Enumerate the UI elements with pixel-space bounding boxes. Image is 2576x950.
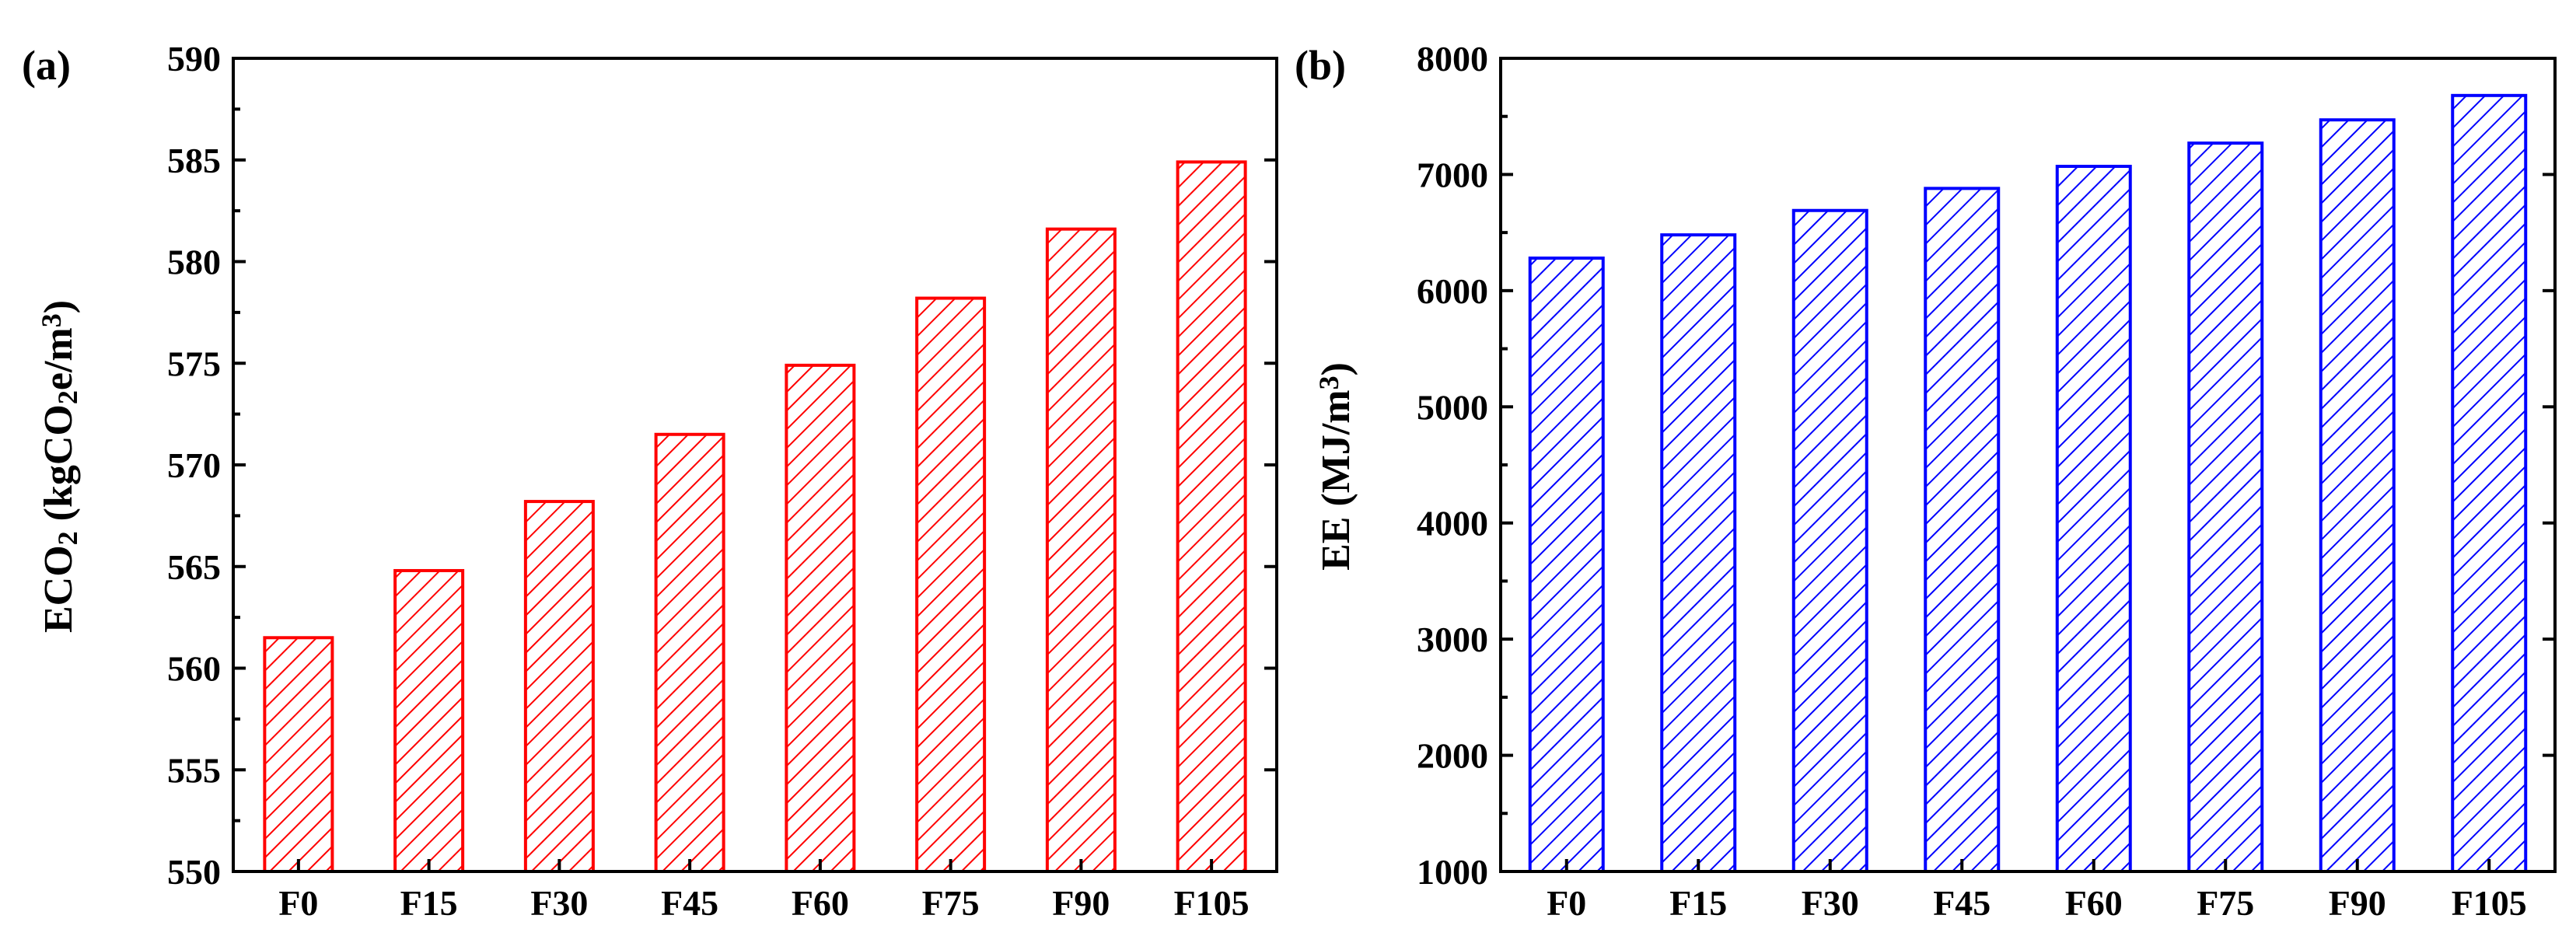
y-axis-title-part: e/m xyxy=(37,327,81,390)
y-tick-label: 550 xyxy=(167,852,221,892)
x-tick-label-f105: F105 xyxy=(1174,883,1250,923)
y-tick-label: 5000 xyxy=(1417,387,1488,427)
y-axis-title-part: 2 xyxy=(52,531,83,545)
y-tick-label: 2000 xyxy=(1417,736,1488,776)
panel-label-b: (b) xyxy=(1295,42,1346,89)
y-axis-title-ee: EE (MJ/m3) xyxy=(1313,362,1358,571)
y-axis-title-part: ) xyxy=(37,300,81,313)
y-axis-title-part: 3 xyxy=(1313,375,1344,389)
panel-a-eco2-chart: (a) ECO2 (kgCO2e/m3) 5505555605655705755… xyxy=(22,39,1278,923)
x-tick-label-f0: F0 xyxy=(1547,883,1586,923)
y-tick-label: 580 xyxy=(167,243,221,282)
bar-f60 xyxy=(785,363,856,873)
y-tick-label: 570 xyxy=(167,445,221,485)
y-axis-title-part: (kgCO xyxy=(37,404,81,531)
bar-f30 xyxy=(523,500,595,873)
bar-f0 xyxy=(1528,257,1605,873)
bar-f15 xyxy=(1660,233,1737,874)
y-tick-label: 575 xyxy=(167,344,221,383)
y-tick-label: 1000 xyxy=(1417,852,1488,892)
x-tick-label-f90: F90 xyxy=(1052,883,1110,923)
x-tick-label-f15: F15 xyxy=(400,883,458,923)
y-axis-title-part: ECO xyxy=(37,545,81,633)
bar-f15 xyxy=(393,568,465,873)
y-axis-title-part: ) xyxy=(1314,362,1358,375)
bars-layer xyxy=(1528,93,2528,874)
bar-f45 xyxy=(1924,187,2001,874)
bar-f30 xyxy=(1791,208,1868,874)
y-tick-label: 555 xyxy=(167,750,221,790)
y-axis-title-part: 2 xyxy=(52,390,83,404)
bar-f45 xyxy=(654,432,725,873)
bar-f105 xyxy=(2451,93,2528,874)
y-tick-label: 590 xyxy=(167,39,221,79)
x-tick-label-f75: F75 xyxy=(2197,883,2254,923)
bars-layer xyxy=(263,160,1247,874)
bar-f90 xyxy=(2319,118,2396,873)
bar-f0 xyxy=(263,636,334,874)
y-axis-title-eco2: ECO2 (kgCO2e/m3) xyxy=(36,300,84,633)
panel-label-a: (a) xyxy=(22,42,71,89)
bar-f75 xyxy=(2187,141,2264,873)
x-tick-label-f60: F60 xyxy=(2065,883,2123,923)
plot-frame-a xyxy=(232,57,1278,873)
y-tick-label: 7000 xyxy=(1417,155,1488,194)
x-tick-label-f0: F0 xyxy=(278,883,318,923)
y-tick-label: 560 xyxy=(167,649,221,689)
x-tick-label-f60: F60 xyxy=(792,883,849,923)
y-tick-label: 3000 xyxy=(1417,620,1488,659)
x-tick-label-f45: F45 xyxy=(1933,883,1991,923)
y-tick-label: 4000 xyxy=(1417,504,1488,543)
panel-b-ee-chart: (b) EE (MJ/m3) 1000 2000 3000 4000 5000 6000 7… xyxy=(1295,39,2557,923)
bar-f75 xyxy=(915,296,987,873)
x-tick-label-f105: F105 xyxy=(2452,883,2527,923)
y-tick-label: 6000 xyxy=(1417,271,1488,311)
x-axis: F0 F15 F30 F45 F60 F75 F90 F105 xyxy=(1547,859,2527,923)
y-axis: 1000 2000 3000 4000 5000 6000 7000 8000 xyxy=(1417,39,2555,892)
y-tick-label: 565 xyxy=(167,547,221,587)
y-axis: 550 555 560 565 570 575 580 585 590 xyxy=(167,39,1277,892)
bar-f90 xyxy=(1045,227,1117,874)
x-tick-label-f30: F30 xyxy=(530,883,588,923)
y-axis-title-part: EE (MJ/m xyxy=(1314,389,1358,571)
bar-f105 xyxy=(1176,160,1247,874)
bar-f60 xyxy=(2055,164,2132,873)
y-tick-label: 8000 xyxy=(1417,39,1488,79)
x-tick-label-f15: F15 xyxy=(1669,883,1727,923)
x-axis: F0 F15 F30 F45 F60 F75 F90 F105 xyxy=(278,859,1250,923)
plot-frame-b xyxy=(1499,57,2557,873)
x-tick-label-f90: F90 xyxy=(2329,883,2386,923)
x-tick-label-f75: F75 xyxy=(922,883,980,923)
x-tick-label-f45: F45 xyxy=(661,883,718,923)
y-tick-label: 585 xyxy=(167,141,221,180)
y-axis-title-part: 3 xyxy=(36,313,67,327)
x-tick-label-f30: F30 xyxy=(1802,883,1859,923)
